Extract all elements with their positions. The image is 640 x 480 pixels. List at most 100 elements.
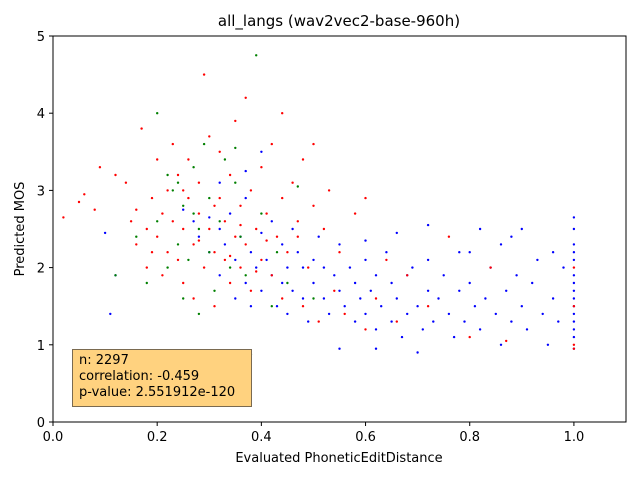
stats-n: n: 2297 bbox=[79, 353, 129, 368]
stats-pvalue: p-value: 2.551912e-120 bbox=[79, 385, 236, 400]
data-point-series-1 bbox=[197, 212, 201, 215]
data-point-series-1 bbox=[343, 312, 346, 316]
data-point-series-0 bbox=[322, 297, 326, 300]
data-point-series-1 bbox=[244, 96, 247, 100]
data-point-series-0 bbox=[541, 312, 544, 316]
y-axis: 0 1 2 3 4 5 bbox=[37, 30, 53, 431]
data-point-series-1 bbox=[156, 158, 159, 161]
data-point-series-0 bbox=[572, 328, 576, 331]
data-point-series-0 bbox=[317, 235, 320, 238]
data-point-series-0 bbox=[510, 235, 513, 238]
data-point-series-1 bbox=[228, 281, 232, 285]
data-point-series-2 bbox=[166, 266, 169, 269]
data-point-series-0 bbox=[260, 150, 263, 153]
data-point-series-0 bbox=[406, 312, 409, 316]
data-point-series-1 bbox=[265, 239, 268, 242]
data-point-series-0 bbox=[572, 335, 576, 339]
data-point-series-1 bbox=[447, 235, 451, 238]
data-point-series-0 bbox=[468, 251, 471, 254]
data-point-series-1 bbox=[135, 243, 138, 246]
data-point-series-1 bbox=[182, 189, 185, 192]
data-point-series-2 bbox=[223, 158, 227, 161]
y-tick-label: 4 bbox=[37, 107, 45, 122]
data-point-series-2 bbox=[145, 281, 148, 285]
stats-correlation: correlation: -0.459 bbox=[79, 369, 200, 384]
data-point-series-0 bbox=[385, 251, 388, 254]
data-point-series-0 bbox=[343, 305, 346, 308]
data-point-series-1 bbox=[202, 73, 206, 76]
stats-annotation-box: n: 2297 correlation: -0.459 p-value: 2.5… bbox=[72, 349, 252, 407]
data-point-series-1 bbox=[255, 270, 258, 273]
data-point-series-1 bbox=[182, 227, 185, 231]
data-point-series-1 bbox=[135, 208, 138, 211]
data-point-series-0 bbox=[426, 258, 430, 262]
data-point-series-0 bbox=[572, 258, 576, 262]
data-point-series-0 bbox=[223, 243, 227, 246]
data-point-series-2 bbox=[156, 220, 159, 223]
data-point-series-1 bbox=[223, 220, 227, 223]
data-point-series-1 bbox=[182, 281, 185, 285]
data-point-series-2 bbox=[197, 227, 201, 231]
data-point-series-2 bbox=[176, 181, 180, 184]
data-point-series-0 bbox=[442, 274, 445, 277]
data-point-series-0 bbox=[572, 227, 576, 231]
data-point-series-2 bbox=[192, 166, 195, 169]
data-point-series-2 bbox=[244, 274, 247, 277]
data-point-series-1 bbox=[208, 135, 211, 138]
data-point-series-1 bbox=[291, 181, 294, 184]
data-point-series-1 bbox=[270, 274, 273, 277]
data-point-series-0 bbox=[260, 289, 263, 292]
data-point-series-1 bbox=[239, 204, 242, 207]
data-point-series-1 bbox=[364, 328, 367, 331]
data-point-series-0 bbox=[452, 335, 456, 339]
data-point-series-0 bbox=[400, 335, 404, 339]
data-point-series-2 bbox=[171, 189, 174, 192]
data-point-series-0 bbox=[192, 220, 195, 223]
data-point-series-1 bbox=[161, 274, 164, 277]
data-point-series-1 bbox=[208, 227, 211, 231]
data-point-series-0 bbox=[234, 297, 237, 300]
data-point-series-1 bbox=[192, 297, 195, 300]
data-point-series-1 bbox=[301, 305, 305, 308]
data-point-series-1 bbox=[213, 204, 216, 207]
data-point-series-2 bbox=[286, 281, 289, 285]
y-tick-label: 0 bbox=[37, 416, 45, 431]
data-point-series-1 bbox=[374, 297, 378, 300]
data-point-series-2 bbox=[255, 54, 258, 57]
data-point-series-0 bbox=[411, 266, 414, 269]
data-point-series-2 bbox=[135, 235, 138, 238]
data-point-series-1 bbox=[93, 208, 96, 211]
data-point-series-1 bbox=[161, 212, 164, 215]
data-point-series-2 bbox=[208, 196, 211, 200]
data-point-series-1 bbox=[395, 320, 398, 323]
data-point-series-1 bbox=[505, 339, 508, 343]
data-point-series-0 bbox=[572, 297, 576, 300]
data-point-series-1 bbox=[249, 189, 253, 192]
data-point-series-1 bbox=[218, 150, 221, 153]
data-point-series-2 bbox=[228, 266, 232, 269]
data-point-series-0 bbox=[572, 216, 576, 219]
data-point-series-2 bbox=[218, 220, 221, 223]
data-point-series-0 bbox=[572, 281, 576, 285]
data-point-series-0 bbox=[270, 220, 273, 223]
data-point-series-0 bbox=[551, 251, 555, 254]
data-point-series-0 bbox=[499, 243, 503, 246]
x-tick-label: 0.8 bbox=[459, 430, 480, 445]
points-layer bbox=[62, 54, 576, 356]
data-point-series-0 bbox=[515, 274, 518, 277]
data-point-series-0 bbox=[374, 328, 378, 331]
x-tick-label: 0.6 bbox=[355, 430, 376, 445]
data-point-series-1 bbox=[489, 266, 492, 269]
data-point-series-1 bbox=[171, 142, 174, 146]
data-point-series-0 bbox=[291, 227, 294, 231]
x-tick-label: 0.0 bbox=[43, 430, 64, 445]
data-point-series-1 bbox=[176, 258, 180, 262]
data-point-series-0 bbox=[218, 227, 221, 231]
data-point-series-1 bbox=[338, 251, 341, 254]
data-point-series-1 bbox=[223, 258, 227, 262]
data-point-series-1 bbox=[202, 266, 206, 269]
data-point-series-1 bbox=[129, 220, 133, 223]
y-tick-label: 1 bbox=[37, 339, 45, 354]
data-point-series-1 bbox=[234, 119, 237, 123]
data-point-series-2 bbox=[114, 274, 117, 277]
